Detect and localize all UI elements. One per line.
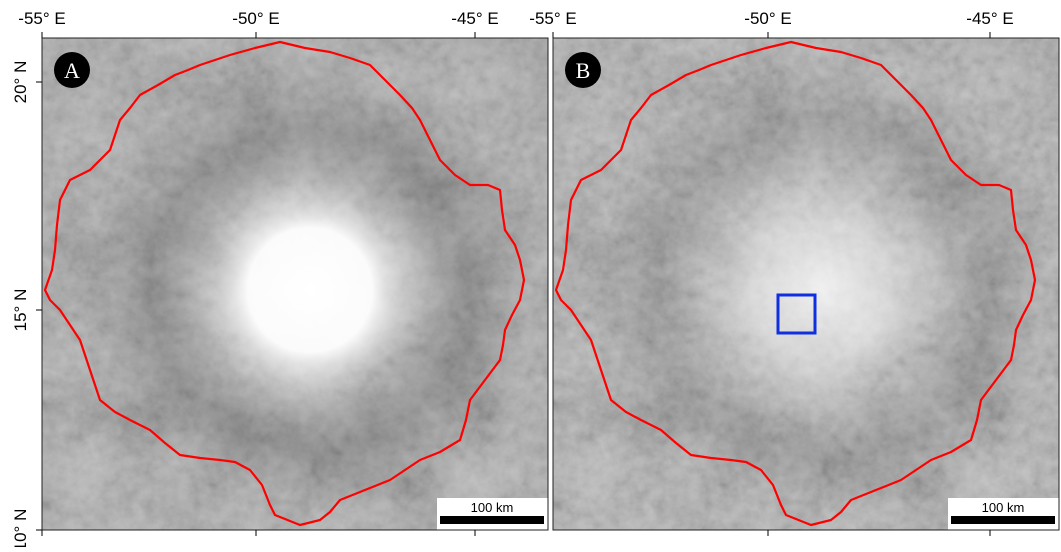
x-tick-label: -50° E: [232, 9, 279, 28]
y-tick-label: 10° N: [11, 509, 30, 547]
figure: A 100 km -55° E -50° E -45° E 20° N 15° …: [0, 0, 1061, 547]
panel-label: B: [576, 58, 591, 83]
scale-bar: [951, 516, 1055, 524]
x-tick-label: -50° E: [744, 9, 791, 28]
scale-bar-label: 100 km: [471, 500, 514, 515]
x-tick-label: -45° E: [966, 9, 1013, 28]
x-tick-label: -45° E: [451, 9, 498, 28]
scale-bar: [440, 516, 544, 524]
x-tick-label: -55° E: [18, 9, 65, 28]
x-tick-label: -55° E: [529, 9, 576, 28]
y-tick-label: 15° N: [11, 289, 30, 332]
y-tick-label: 20° N: [11, 61, 30, 104]
panel-a: A 100 km -55° E -50° E -45° E 20° N 15° …: [11, 9, 548, 547]
panel-label: A: [64, 58, 80, 83]
scale-bar-label: 100 km: [982, 500, 1025, 515]
panel-b: B 100 km -55° E -50° E -45° E: [529, 9, 1059, 536]
